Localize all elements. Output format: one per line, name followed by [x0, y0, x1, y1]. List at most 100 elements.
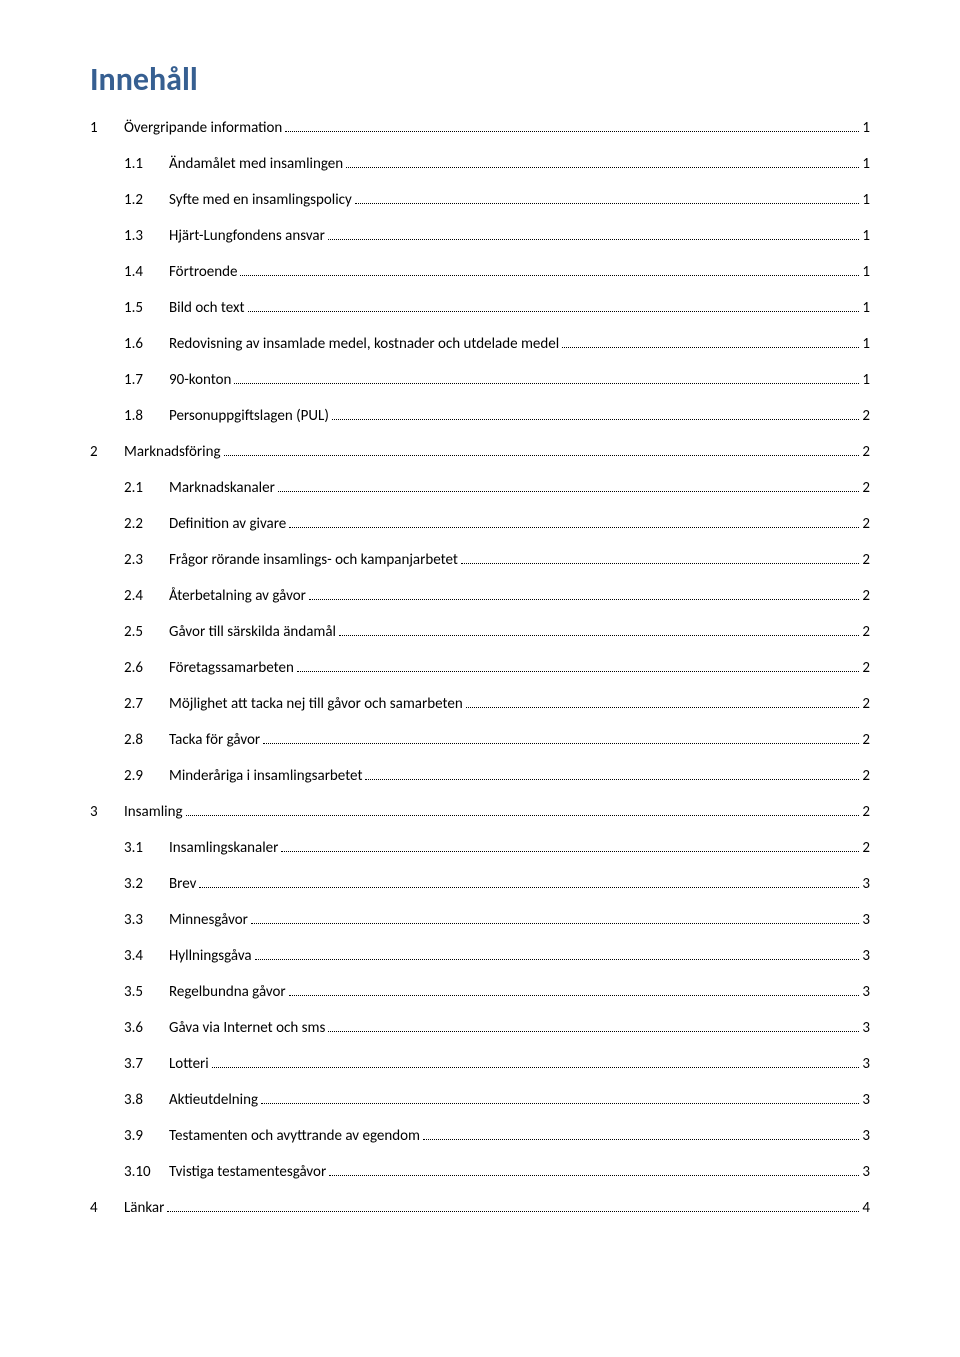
toc-entry-label: 90-konton — [169, 371, 231, 389]
toc-leader-dots — [309, 599, 860, 600]
toc-entry-label: Lotteri — [169, 1055, 209, 1073]
toc-entry-number: 3.7 — [124, 1055, 169, 1073]
toc-entry[interactable]: 1.5Bild och text 1 — [90, 299, 870, 317]
page: Innehåll 1Övergripande information 1 1.1Ä… — [0, 0, 960, 1295]
toc-entry[interactable]: 1.1Ändamålet med insamlingen 1 — [90, 155, 870, 173]
toc-entry[interactable]: 2Marknadsföring 2 — [90, 443, 870, 461]
toc-leader-dots — [355, 203, 860, 204]
toc-entry[interactable]: 2.4Återbetalning av gåvor 2 — [90, 587, 870, 605]
toc-leader-dots — [224, 455, 860, 456]
toc-entry[interactable]: 2.2Definition av givare 2 — [90, 515, 870, 533]
toc-entry[interactable]: 3Insamling 2 — [90, 803, 870, 821]
toc-entry[interactable]: 1.6Redovisning av insamlade medel, kostn… — [90, 335, 870, 353]
toc-entry-label: Minderåriga i insamlingsarbetet — [169, 767, 362, 785]
toc-leader-dots — [278, 491, 860, 492]
toc-leader-dots — [562, 347, 859, 348]
toc-leader-dots — [329, 1175, 859, 1176]
toc-leader-dots — [365, 779, 859, 780]
toc-entry-label: Hyllningsgåva — [169, 947, 252, 965]
toc-entry[interactable]: 3.5Regelbundna gåvor 3 — [90, 983, 870, 1001]
toc-entry-label: Insamling — [124, 803, 183, 821]
toc-entry-page: 2 — [862, 659, 870, 677]
toc-entry[interactable]: 3.4Hyllningsgåva 3 — [90, 947, 870, 965]
toc-entry[interactable]: 2.9Minderåriga i insamlingsarbetet 2 — [90, 767, 870, 785]
toc-entry-label: Definition av givare — [169, 515, 286, 533]
toc-entry-page: 3 — [862, 1163, 870, 1181]
toc-entry-page: 1 — [862, 335, 870, 353]
toc-entry-number: 2.6 — [124, 659, 169, 677]
toc-entry-label: Tvistiga testamentesgåvor — [169, 1163, 326, 1181]
document-title: Innehåll — [90, 60, 870, 99]
toc-entry-page: 2 — [862, 731, 870, 749]
toc-entry-page: 1 — [862, 227, 870, 245]
toc-entry-page: 2 — [862, 407, 870, 425]
toc-entry-page: 2 — [862, 695, 870, 713]
toc-entry-label: Syfte med en insamlingspolicy — [169, 191, 352, 209]
toc-entry-number: 3 — [90, 803, 124, 821]
toc-entry[interactable]: 2.6Företagssamarbeten 2 — [90, 659, 870, 677]
toc-entry[interactable]: 2.8Tacka för gåvor 2 — [90, 731, 870, 749]
toc-entry[interactable]: 1.8Personuppgiftslagen (PUL) 2 — [90, 407, 870, 425]
toc-entry[interactable]: 2.5Gåvor till särskilda ändamål 2 — [90, 623, 870, 641]
toc-entry[interactable]: 2.7Möjlighet att tacka nej till gåvor oc… — [90, 695, 870, 713]
toc-entry-page: 3 — [862, 1055, 870, 1073]
toc-entry-label: Frågor rörande insamlings- och kampanjar… — [169, 551, 458, 569]
toc-leader-dots — [461, 563, 860, 564]
toc-entry-number: 2.2 — [124, 515, 169, 533]
toc-entry[interactable]: 3.1Insamlingskanaler 2 — [90, 839, 870, 857]
toc-entry-label: Länkar — [124, 1199, 164, 1217]
toc-entry[interactable]: 4Länkar 4 — [90, 1199, 870, 1217]
toc-entry-label: Tacka för gåvor — [169, 731, 260, 749]
toc-leader-dots — [466, 707, 860, 708]
toc-entry[interactable]: 3.2Brev 3 — [90, 875, 870, 893]
toc-entry-number: 2.1 — [124, 479, 169, 497]
toc-entry[interactable]: 1.790-konton 1 — [90, 371, 870, 389]
toc-entry-number: 2.3 — [124, 551, 169, 569]
toc-entry-label: Personuppgiftslagen (PUL) — [169, 407, 329, 425]
toc-entry[interactable]: 1Övergripande information 1 — [90, 119, 870, 137]
toc-entry-label: Regelbundna gåvor — [169, 983, 286, 1001]
toc-entry-label: Aktieutdelning — [169, 1091, 258, 1109]
toc-entry-page: 1 — [862, 263, 870, 281]
toc-entry-number: 1 — [90, 119, 124, 137]
toc-entry-label: Bild och text — [169, 299, 245, 317]
toc-entry-label: Återbetalning av gåvor — [169, 587, 306, 605]
toc-entry-number: 1.6 — [124, 335, 169, 353]
toc-leader-dots — [186, 815, 860, 816]
toc-entry[interactable]: 1.3Hjärt-Lungfondens ansvar 1 — [90, 227, 870, 245]
toc-entry-number: 3.8 — [124, 1091, 169, 1109]
toc-entry[interactable]: 3.7Lotteri 3 — [90, 1055, 870, 1073]
toc-entry[interactable]: 2.1Marknadskanaler 2 — [90, 479, 870, 497]
toc-entry[interactable]: 3.9Testamenten och avyttrande av egendom… — [90, 1127, 870, 1145]
toc-entry-label: Gåvor till särskilda ändamål — [169, 623, 336, 641]
toc-entry-number: 3.5 — [124, 983, 169, 1001]
toc-entry[interactable]: 3.3Minnesgåvor 3 — [90, 911, 870, 929]
toc-entry-number: 3.10 — [124, 1163, 169, 1181]
toc-entry-number: 1.5 — [124, 299, 169, 317]
toc-leader-dots — [328, 239, 860, 240]
toc-entry-page: 3 — [862, 983, 870, 1001]
toc-entry[interactable]: 2.3Frågor rörande insamlings- och kampan… — [90, 551, 870, 569]
toc-entry-page: 4 — [862, 1199, 870, 1217]
toc-entry-number: 4 — [90, 1199, 124, 1217]
toc-entry-page: 3 — [862, 947, 870, 965]
toc-entry-label: Gåva via Internet och sms — [169, 1019, 325, 1037]
toc-leader-dots — [234, 383, 859, 384]
toc-entry-page: 3 — [862, 875, 870, 893]
toc-entry[interactable]: 1.4Förtroende 1 — [90, 263, 870, 281]
toc-entry[interactable]: 3.8Aktieutdelning 3 — [90, 1091, 870, 1109]
toc-entry[interactable]: 1.2Syfte med en insamlingspolicy 1 — [90, 191, 870, 209]
toc-leader-dots — [285, 131, 859, 132]
toc-entry-number: 2 — [90, 443, 124, 461]
toc-entry-number: 1.7 — [124, 371, 169, 389]
toc-entry-number: 3.4 — [124, 947, 169, 965]
toc-entry-page: 3 — [862, 1091, 870, 1109]
toc-entry-label: Möjlighet att tacka nej till gåvor och s… — [169, 695, 463, 713]
toc-leader-dots — [346, 167, 859, 168]
toc-entry[interactable]: 3.10Tvistiga testamentesgåvor 3 — [90, 1163, 870, 1181]
toc-entry-number: 2.5 — [124, 623, 169, 641]
toc-leader-dots — [281, 851, 859, 852]
toc-leader-dots — [240, 275, 859, 276]
toc-leader-dots — [251, 923, 860, 924]
toc-entry[interactable]: 3.6Gåva via Internet och sms 3 — [90, 1019, 870, 1037]
